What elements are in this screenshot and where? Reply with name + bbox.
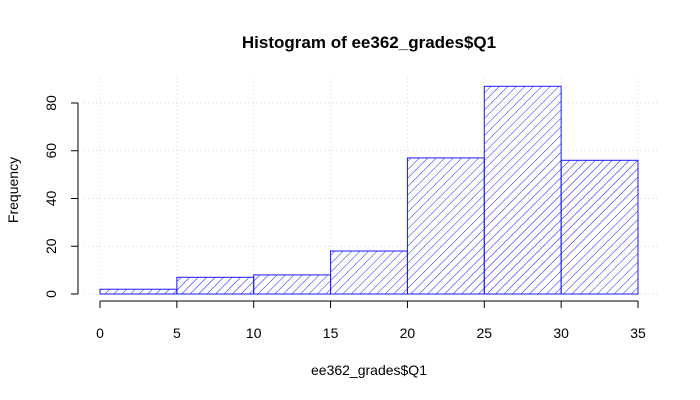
y-tick-label: 20	[43, 238, 59, 254]
y-tick-label: 60	[43, 143, 59, 159]
x-tick-label: 35	[630, 325, 646, 341]
x-tick-label: 0	[96, 325, 104, 341]
histogram-bar	[99, 288, 178, 295]
x-tick-label: 30	[553, 325, 569, 341]
histogram-bar	[406, 157, 485, 295]
chart-title: Histogram of ee362_grades$Q1	[242, 33, 496, 52]
y-tick-label: 40	[43, 191, 59, 207]
histogram-bar	[560, 159, 639, 295]
y-axis: 0 20 40 60 80	[43, 95, 79, 298]
x-tick-label: 5	[173, 325, 181, 341]
x-axis-label: ee362_grades$Q1	[311, 362, 427, 378]
histogram-bar	[176, 276, 255, 295]
bars	[99, 85, 639, 295]
y-tick-label: 0	[43, 290, 59, 298]
x-tick-label: 15	[323, 325, 339, 341]
x-tick-label: 25	[476, 325, 492, 341]
x-tick-label: 10	[246, 325, 262, 341]
histogram-bar	[253, 274, 332, 295]
x-axis: 0 5 10 15 20 25 30 35	[96, 300, 646, 341]
histogram-bar	[330, 250, 408, 295]
x-tick-label: 20	[400, 325, 416, 341]
y-axis-label: Frequency	[5, 157, 21, 223]
histogram-bar	[483, 85, 562, 295]
y-tick-label: 80	[43, 95, 59, 111]
